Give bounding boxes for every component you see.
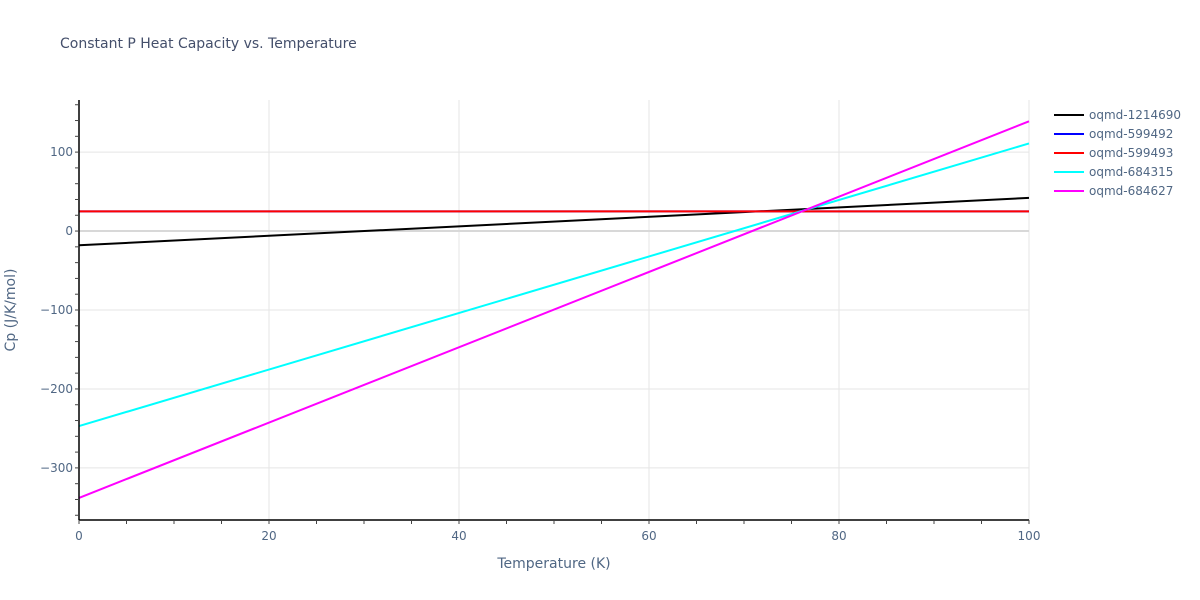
x-tick-label: 100 <box>1018 529 1041 543</box>
legend-label: oqmd-684627 <box>1089 184 1173 198</box>
x-tick-label: 60 <box>641 529 656 543</box>
y-tick-label: −100 <box>40 303 73 317</box>
series-line-oqmd-684627 <box>78 120 1030 499</box>
y-tick-label: −200 <box>40 382 73 396</box>
y-tick-label: −300 <box>40 461 73 475</box>
y-tick-label: 0 <box>65 224 73 238</box>
series-line-oqmd-1214690 <box>78 196 1030 247</box>
legend-label: oqmd-684315 <box>1089 165 1173 179</box>
chart-title: Constant P Heat Capacity vs. Temperature <box>60 36 357 52</box>
legend-item-oqmd-684315[interactable]: oqmd-684315 <box>1054 165 1173 179</box>
y-tick-label: 100 <box>50 145 73 159</box>
x-tick-label: 20 <box>261 529 276 543</box>
series-line-oqmd-684315 <box>78 142 1030 428</box>
axes: −300 −200 −100 0 100 0 20 40 60 80 100 <box>40 100 1040 543</box>
x-tick-label: 0 <box>75 529 83 543</box>
legend-item-oqmd-1214690[interactable]: oqmd-1214690 <box>1054 108 1181 122</box>
x-tick-label: 40 <box>451 529 466 543</box>
legend-item-oqmd-684627[interactable]: oqmd-684627 <box>1054 184 1173 198</box>
legend-label: oqmd-599493 <box>1089 146 1173 160</box>
x-axis-title: Temperature (K) <box>496 556 610 572</box>
gridlines <box>79 100 1030 520</box>
legend[interactable]: oqmd-1214690 oqmd-599492 oqmd-599493 oqmd-6… <box>1054 108 1181 198</box>
legend-item-oqmd-599492[interactable]: oqmd-599492 <box>1054 127 1173 141</box>
y-axis-title: Cp (J/K/mol) <box>3 269 19 352</box>
legend-item-oqmd-599493[interactable]: oqmd-599493 <box>1054 146 1173 160</box>
x-tick-label: 80 <box>831 529 846 543</box>
legend-label: oqmd-599492 <box>1089 127 1173 141</box>
series-lines <box>78 120 1030 499</box>
legend-label: oqmd-1214690 <box>1089 108 1181 122</box>
